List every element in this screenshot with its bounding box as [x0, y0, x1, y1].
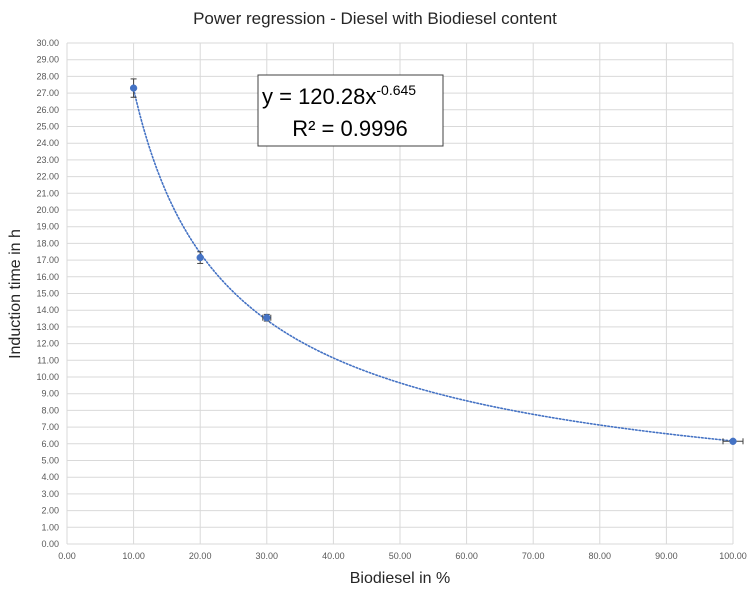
equation-exponent: -0.645: [376, 82, 416, 98]
equation-base: y = 120.28x: [262, 84, 376, 109]
y-tick-label: 23.00: [36, 155, 59, 165]
trendline: [132, 88, 734, 442]
y-tick-label: 12.00: [36, 339, 59, 349]
y-tick-label: 21.00: [36, 188, 59, 198]
y-tick-label: 4.00: [41, 472, 59, 482]
equation-box: y = 120.28x-0.645 R² = 0.9996: [257, 74, 444, 147]
trendline-group: [132, 88, 734, 442]
x-tick-label: 20.00: [189, 551, 212, 561]
y-tick-label: 10.00: [36, 372, 59, 382]
x-tick-label: 90.00: [655, 551, 678, 561]
x-tick-label: 50.00: [389, 551, 412, 561]
y-tick-label: 5.00: [41, 456, 59, 466]
equation-box-frame: [257, 74, 444, 147]
x-axis-title: Biodiesel in %: [350, 570, 451, 587]
y-tick-label: 16.00: [36, 272, 59, 282]
y-tick-label: 7.00: [41, 422, 59, 432]
data-points: [129, 84, 737, 445]
x-tick-label: 100.00: [719, 551, 747, 561]
y-tick-label: 2.00: [41, 506, 59, 516]
x-tick-label: 0.00: [58, 551, 76, 561]
chart-title: Power regression - Diesel with Biodiesel…: [193, 9, 557, 28]
y-tick-label: 28.00: [36, 71, 59, 81]
y-tick-label: 26.00: [36, 105, 59, 115]
y-tick-label: 22.00: [36, 172, 59, 182]
y-tick-label: 8.00: [41, 405, 59, 415]
y-tick-label: 27.00: [36, 88, 59, 98]
y-tick-label: 11.00: [37, 355, 59, 365]
x-tick-label: 80.00: [589, 551, 612, 561]
data-point: [263, 314, 271, 322]
data-point: [729, 437, 737, 445]
y-tick-label: 6.00: [41, 439, 59, 449]
y-tick-label: 14.00: [36, 305, 59, 315]
x-tick-label: 60.00: [455, 551, 478, 561]
y-tick-label: 29.00: [36, 55, 59, 65]
equation-text: y = 120.28x-0.645: [262, 82, 416, 109]
x-tick-label: 70.00: [522, 551, 545, 561]
data-point: [129, 84, 138, 92]
y-tick-label: 30.00: [36, 38, 59, 48]
axes: 0.00 1.00 2.00 3.00 4.00 5.00 6.00 7.00 8.00 9.00…: [36, 38, 746, 561]
x-tick-label: 40.00: [322, 551, 345, 561]
y-tick-label: 17.00: [36, 255, 59, 265]
y-tick-label: 1.00: [41, 522, 59, 532]
r-squared-text: R² = 0.9996: [292, 116, 408, 141]
y-tick-label: 18.00: [36, 238, 59, 248]
x-tick-label: 30.00: [256, 551, 279, 561]
y-tick-label: 3.00: [41, 489, 59, 499]
y-tick-label: 20.00: [36, 205, 59, 215]
y-tick-label: 25.00: [36, 122, 59, 132]
y-tick-label: 24.00: [36, 138, 59, 148]
y-tick-label: 13.00: [36, 322, 59, 332]
x-tick-label: 10.00: [122, 551, 145, 561]
y-tick-label: 19.00: [36, 222, 59, 232]
y-tick-label: 9.00: [41, 389, 59, 399]
y-tick-label: 15.00: [36, 289, 59, 299]
y-tick-label: 0.00: [41, 539, 59, 549]
data-point: [196, 253, 204, 262]
y-axis-title: Induction time in h: [7, 229, 24, 359]
